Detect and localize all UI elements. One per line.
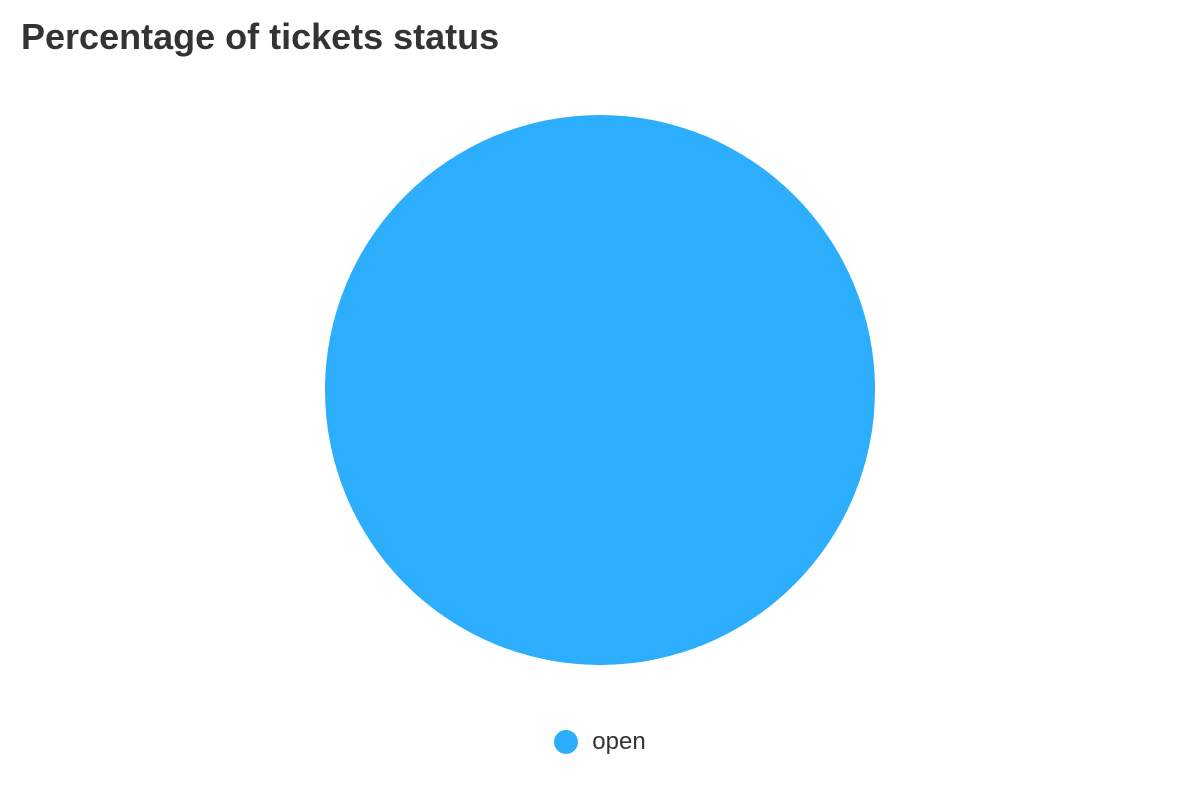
legend-swatch (554, 730, 579, 754)
chart-title: Percentage of tickets status (21, 16, 500, 57)
chart-legend: open (0, 722, 1200, 762)
legend-label: open (592, 728, 646, 755)
pie-slice-open[interactable] (325, 115, 875, 665)
legend-item-open[interactable]: open (554, 728, 646, 756)
